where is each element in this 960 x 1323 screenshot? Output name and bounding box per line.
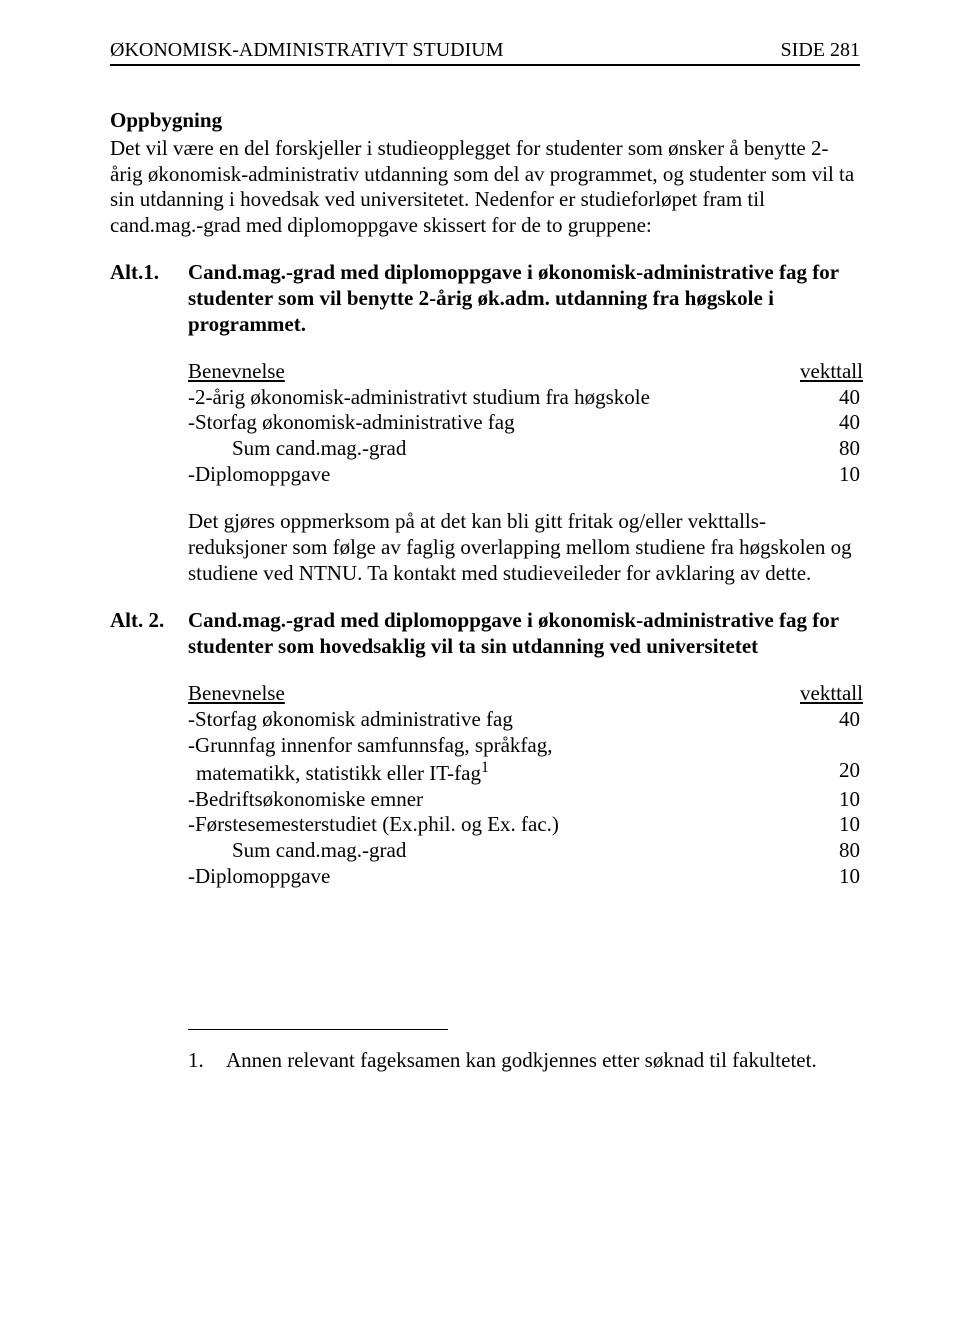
table-cell-value: 20 (800, 758, 860, 787)
alt2-block: Alt. 2. Cand.mag.-grad med diplomoppgave… (110, 608, 860, 659)
header-right: SIDE 281 (781, 38, 860, 62)
table-cell-label: -Storfag økonomisk-administrative fag (188, 410, 800, 436)
table-cell-value (800, 733, 860, 759)
table-cell-value: 10 (800, 787, 860, 813)
footnote-number: 1. (188, 1048, 226, 1074)
table-cell-label: Sum cand.mag.-grad (188, 436, 800, 462)
table-head-left: Benevnelse (188, 359, 800, 385)
table-row: -Storfag økonomisk-administrative fag40 (188, 410, 860, 436)
table-cell-value: 80 (800, 436, 860, 462)
table-cell-label: -Storfag økonomisk administrative fag (188, 707, 800, 733)
table-row: -Diplomoppgave10 (188, 462, 860, 488)
table-head-right: vekttall (800, 359, 860, 385)
table-row: -Storfag økonomisk administrative fag40 (188, 707, 860, 733)
footnote-ref: 1 (481, 759, 489, 776)
table-cell-value: 10 (800, 462, 860, 488)
table-row: -Grunnfag innenfor samfunnsfag, språkfag… (188, 733, 860, 759)
section-title: Oppbygning (110, 108, 860, 134)
table-row: -Førstesemesterstudiet (Ex.phil. og Ex. … (188, 812, 860, 838)
table-cell-value: 10 (800, 864, 860, 890)
table-cell-label: -2-årig økonomisk-administrativt studium… (188, 385, 800, 411)
alt2-label: Alt. 2. (110, 608, 188, 659)
alt1-note: Det gjøres oppmerksom på at det kan bli … (188, 509, 860, 586)
footnote: 1. Annen relevant fageksamen kan godkjen… (188, 1048, 860, 1074)
table-cell-label: -Bedriftsøkonomiske emner (188, 787, 800, 813)
footnote-separator (188, 1029, 448, 1030)
table-head-right: vekttall (800, 681, 860, 707)
header-left: ØKONOMISK-ADMINISTRATIVT STUDIUM (110, 38, 504, 62)
alt1-block: Alt.1. Cand.mag.-grad med diplomoppgave … (110, 260, 860, 337)
table-cell-label: -Førstesemesterstudiet (Ex.phil. og Ex. … (188, 812, 800, 838)
alt2-table: Benevnelse vekttall -Storfag økonomisk a… (188, 681, 860, 889)
alt1-title: Cand.mag.-grad med diplomoppgave i økono… (188, 260, 860, 337)
table-row: -Diplomoppgave10 (188, 864, 860, 890)
table-row: Sum cand.mag.-grad80 (188, 436, 860, 462)
table-cell-label: matematikk, statistikk eller IT-fag1 (188, 758, 800, 787)
table-cell-value: 10 (800, 812, 860, 838)
table-cell-label: Sum cand.mag.-grad (188, 838, 800, 864)
intro-paragraph: Det vil være en del forskjeller i studie… (110, 136, 860, 238)
table-head-left: Benevnelse (188, 681, 800, 707)
footnote-text: Annen relevant fageksamen kan godkjennes… (226, 1048, 817, 1074)
table-row: -2-årig økonomisk-administrativt studium… (188, 385, 860, 411)
table-row: Sum cand.mag.-grad80 (188, 838, 860, 864)
table-cell-label: -Diplomoppgave (188, 864, 800, 890)
alt2-title: Cand.mag.-grad med diplomoppgave i økono… (188, 608, 860, 659)
table-cell-value: 80 (800, 838, 860, 864)
page-header: ØKONOMISK-ADMINISTRATIVT STUDIUM SIDE 28… (110, 38, 860, 66)
table-cell-value: 40 (800, 707, 860, 733)
table-cell-value: 40 (800, 410, 860, 436)
table-cell-value: 40 (800, 385, 860, 411)
table-cell-label: -Grunnfag innenfor samfunnsfag, språkfag… (188, 733, 800, 759)
alt1-table: Benevnelse vekttall -2-årig økonomisk-ad… (188, 359, 860, 487)
table-row: -Bedriftsøkonomiske emner10 (188, 787, 860, 813)
table-head: Benevnelse vekttall (188, 359, 860, 385)
table-row: matematikk, statistikk eller IT-fag120 (188, 758, 860, 787)
table-head: Benevnelse vekttall (188, 681, 860, 707)
table-cell-label: -Diplomoppgave (188, 462, 800, 488)
alt1-label: Alt.1. (110, 260, 188, 337)
